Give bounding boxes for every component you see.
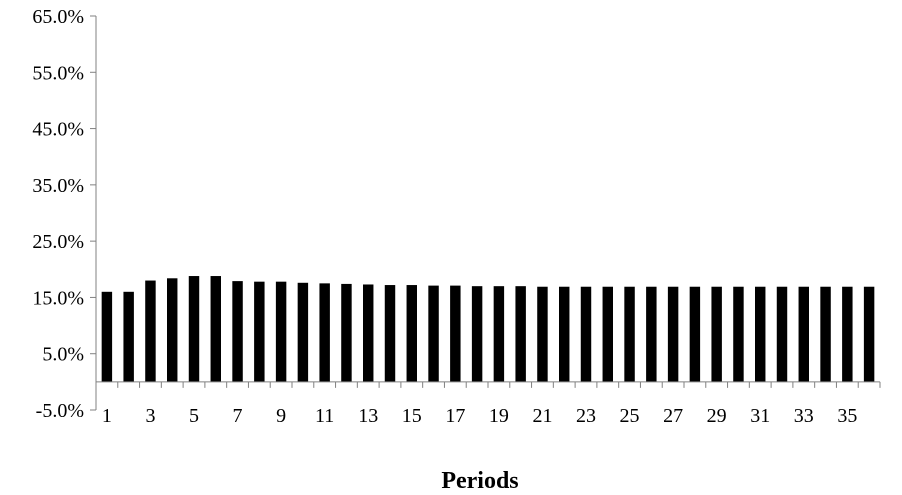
bar — [820, 286, 831, 382]
y-tick-label: 25.0% — [32, 231, 84, 253]
bar — [167, 278, 178, 382]
bar — [667, 286, 679, 382]
x-tick-label: 13 — [358, 405, 378, 427]
x-tick-label: 29 — [707, 405, 727, 427]
bars — [101, 276, 875, 382]
x-tick-label: 19 — [489, 405, 509, 427]
y-tick-label: 5.0% — [42, 344, 84, 366]
x-tick-label: 17 — [445, 405, 465, 427]
x-tick-label: 7 — [233, 405, 243, 427]
bar — [275, 281, 287, 382]
bar — [624, 286, 635, 382]
bar — [428, 285, 439, 382]
x-tick-label: 25 — [620, 405, 640, 427]
bar — [755, 286, 766, 382]
bar — [450, 285, 461, 382]
bar — [493, 286, 505, 382]
x-tick-label: 21 — [532, 405, 552, 427]
bar — [210, 276, 221, 382]
bar — [384, 285, 396, 382]
bar — [733, 286, 744, 382]
bar — [254, 281, 265, 382]
x-tick-label: 1 — [102, 405, 112, 427]
bar — [363, 284, 374, 382]
x-axis: 1 3 5 7 9 11 13 15 17 19 21 23 25 27 29 31 33 35 — [95, 381, 881, 427]
y-tick-label: 45.0% — [32, 119, 84, 141]
y-tick-label: 35.0% — [32, 175, 84, 197]
bar — [188, 276, 200, 382]
y-tick-label: 15.0% — [32, 287, 84, 309]
bar — [711, 286, 722, 382]
bar — [471, 286, 483, 382]
x-tick-label: 5 — [189, 405, 199, 427]
bar — [319, 283, 330, 382]
x-tick-label: 9 — [276, 405, 286, 427]
bar — [646, 286, 657, 382]
bar — [123, 291, 134, 382]
y-tick-label: 65.0% — [32, 6, 84, 28]
bar — [798, 286, 809, 382]
bar — [297, 282, 309, 382]
x-tick-label: 11 — [315, 405, 334, 427]
bar — [537, 286, 548, 382]
bar — [559, 286, 570, 382]
bar — [145, 280, 156, 382]
y-tick-label: -5.0% — [36, 400, 84, 422]
bar — [602, 286, 613, 382]
x-tick-label: 33 — [794, 405, 814, 427]
bar — [515, 286, 526, 382]
bar — [842, 286, 853, 382]
bar — [406, 285, 417, 382]
x-tick-label: 31 — [750, 405, 770, 427]
x-tick-label: 3 — [145, 405, 155, 427]
y-axis: -5.0% 5.0% 15.0% 25.0% 35.0% 45.0% 55.0% 65.0% — [32, 6, 97, 422]
x-axis-title: Periods — [441, 468, 518, 494]
bar — [776, 286, 788, 382]
bar — [689, 286, 701, 382]
bar — [341, 283, 352, 382]
bar — [232, 281, 243, 382]
bar — [580, 286, 592, 382]
x-tick-label: 15 — [402, 405, 422, 427]
x-tick-label: 23 — [576, 405, 596, 427]
bar — [101, 291, 113, 382]
y-tick-label: 55.0% — [32, 62, 84, 84]
x-tick-label: 27 — [663, 405, 683, 427]
bar — [863, 286, 875, 382]
x-tick-label: 35 — [837, 405, 857, 427]
